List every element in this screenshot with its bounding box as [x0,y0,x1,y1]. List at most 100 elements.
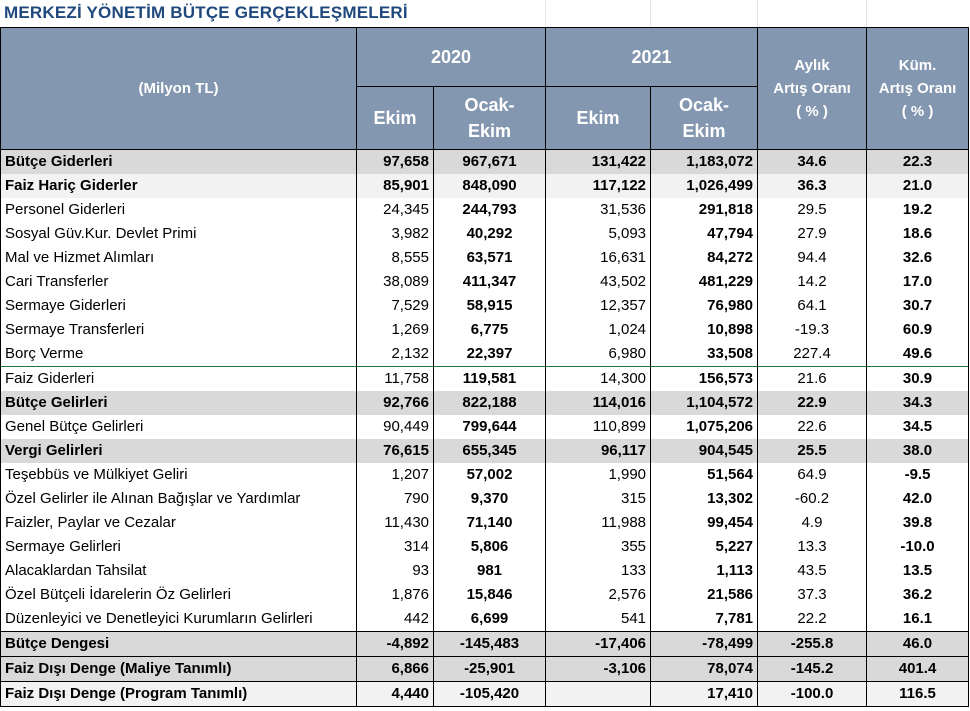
table-row: Bütçe Giderleri 97,658 967,671 131,422 1,183… [0,149,970,174]
row-label: Personel Giderleri [0,198,357,222]
ekim-2020-cell: 7,529 [356,294,434,318]
table-row: Borç Verme 2,132 22,397 6,980 33,508 227.4 49.… [0,342,970,367]
table-row: Özel Gelirler ile Alınan Bağışlar ve Yar… [0,487,970,511]
table-row: Düzenleyici ve Denetleyici Kurumların Ge… [0,607,970,632]
table-row: Sermaye Giderleri 7,529 58,915 12,357 76,980… [0,294,970,318]
monthly-rate-cell: -19.3 [757,318,868,342]
ocak-ekim-2021-cell: 1,113 [650,559,759,583]
ekim-2020-cell: 1,269 [356,318,434,342]
table-row: Faizler, Paylar ve Cezalar 11,430 71,140 11… [0,511,970,535]
row-label: Faizler, Paylar ve Cezalar [0,511,357,535]
table-row: Faiz Dışı Denge (Maliye Tanımlı) 6,866 -25… [0,656,970,682]
ocak-ekim-2021-header: Ocak- Ekim [650,86,759,150]
ekim-2021-cell: -17,406 [545,631,652,657]
ocak-ekim-2021-cell: 84,272 [650,246,759,270]
ocak-ekim-2021-cell: 1,075,206 [650,415,759,439]
row-label: Sosyal Güv.Kur. Devlet Primi [0,222,357,246]
monthly-rate-cell: 22.6 [757,415,868,439]
row-label: Faiz Giderleri [0,366,357,391]
ekim-2020-header: Ekim [356,86,434,150]
ekim-2020-cell: 314 [356,535,434,559]
ocak-ekim-2021-cell: 51,564 [650,463,759,487]
ekim-2021-cell: 5,093 [545,222,652,246]
row-label: Sermaye Gelirleri [0,535,357,559]
table-row: Genel Bütçe Gelirleri 90,449 799,644 110,89… [0,415,970,439]
cumulative-rate-cell: 30.7 [866,294,970,318]
ekim-2021-cell: 1,024 [545,318,652,342]
ekim-2020-cell: 3,982 [356,222,434,246]
cumulative-rate-header: Küm. Artış Oranı( % ) [866,27,970,150]
row-label: Borç Verme [0,342,357,367]
ocak-ekim-2021-cell: 10,898 [650,318,759,342]
monthly-rate-cell: 43.5 [757,559,868,583]
table-row: Sermaye Gelirleri 314 5,806 355 5,227 13.3 -10… [0,535,970,559]
ocak-ekim-2020-cell: 5,806 [432,535,547,559]
cumulative-rate-cell: 34.5 [866,415,970,439]
ekim-2021-cell: 117,122 [545,174,652,198]
table-row: Cari Transferler 38,089 411,347 43,502 481,2… [0,270,970,294]
row-label: Teşebbüs ve Mülkiyet Geliri [0,463,357,487]
table-row: Vergi Gelirleri 76,615 655,345 96,117 904,54… [0,439,970,463]
ocak-ekim-2021-cell: 156,573 [650,366,759,391]
monthly-rate-cell: 227.4 [757,342,868,367]
ekim-2020-cell: 8,555 [356,246,434,270]
ocak-ekim-2020-cell: 981 [432,559,547,583]
cumulative-rate-cell: 13.5 [866,559,970,583]
table-row: Sermaye Transferleri 1,269 6,775 1,024 10,89… [0,318,970,342]
cumulative-rate-cell: 19.2 [866,198,970,222]
table-row: Özel Bütçeli İdarelerin Öz Gelirleri 1,87… [0,583,970,607]
ekim-2020-cell: 38,089 [356,270,434,294]
ocak-ekim-2020-cell: -105,420 [432,681,547,707]
ocak-ekim-2020-cell: 9,370 [432,487,547,511]
monthly-rate-cell: 36.3 [757,174,868,198]
row-label: Düzenleyici ve Denetleyici Kurumların Ge… [0,607,357,632]
row-label: Faiz Dışı Denge (Program Tanımlı) [0,681,357,707]
ekim-2021-cell: 2,576 [545,583,652,607]
row-label: Bütçe Giderleri [0,149,357,174]
ocak-ekim-2020-cell: 6,699 [432,607,547,632]
ekim-2020-cell: 2,132 [356,342,434,367]
monthly-rate-cell: 64.1 [757,294,868,318]
ekim-2021-cell: 11,988 [545,511,652,535]
ekim-2021-cell: 1,990 [545,463,652,487]
table-row: Alacaklardan Tahsilat 93 981 133 1,113 43.5 13… [0,559,970,583]
cumulative-rate-cell: 39.8 [866,511,970,535]
ocak-ekim-2020-header: Ocak- Ekim [432,86,547,150]
ocak-ekim-2021-cell: 33,508 [650,342,759,367]
ocak-ekim-2021-cell: 1,104,572 [650,391,759,415]
table-row: Teşebbüs ve Mülkiyet Geliri 1,207 57,002 1,… [0,463,970,487]
ekim-2020-cell: 76,615 [356,439,434,463]
year-2020-header: 2020 [355,27,547,87]
ekim-2021-cell: 31,536 [545,198,652,222]
ocak-ekim-2020-cell: 71,140 [432,511,547,535]
row-label: Cari Transferler [0,270,357,294]
ocak-ekim-2021-cell: 1,183,072 [650,149,759,174]
ocak-ekim-2020-cell: 848,090 [432,174,547,198]
unit-header: (Milyon TL) [0,27,357,150]
ocak-ekim-2021-cell: 13,302 [650,487,759,511]
cumulative-rate-cell: 60.9 [866,318,970,342]
ekim-2020-cell: 4,440 [356,681,434,707]
ocak-ekim-2020-cell: 244,793 [432,198,547,222]
ekim-2021-cell: 133 [545,559,652,583]
ocak-ekim-2020-cell: -145,483 [432,631,547,657]
ocak-ekim-2020-cell: -25,901 [432,656,547,682]
ekim-2021-cell: -3,106 [545,656,652,682]
monthly-rate-cell: 94.4 [757,246,868,270]
monthly-rate-cell: 21.6 [757,366,868,391]
ekim-2021-cell: 114,016 [545,391,652,415]
ocak-ekim-2021-cell: 7,781 [650,607,759,632]
ekim-2021-cell [545,681,652,707]
monthly-rate-cell: 27.9 [757,222,868,246]
row-label: Alacaklardan Tahsilat [0,559,357,583]
ekim-2020-cell: 85,901 [356,174,434,198]
monthly-rate-cell: 13.3 [757,535,868,559]
cumulative-rate-cell: 38.0 [866,439,970,463]
monthly-rate-cell: 34.6 [757,149,868,174]
ekim-2020-cell: 790 [356,487,434,511]
table-row: Mal ve Hizmet Alımları 8,555 63,571 16,631 8… [0,246,970,270]
row-label: Genel Bütçe Gelirleri [0,415,357,439]
ocak-ekim-2020-cell: 655,345 [432,439,547,463]
cumulative-rate-cell: 30.9 [866,366,970,391]
cumulative-rate-cell: 401.4 [866,656,970,682]
